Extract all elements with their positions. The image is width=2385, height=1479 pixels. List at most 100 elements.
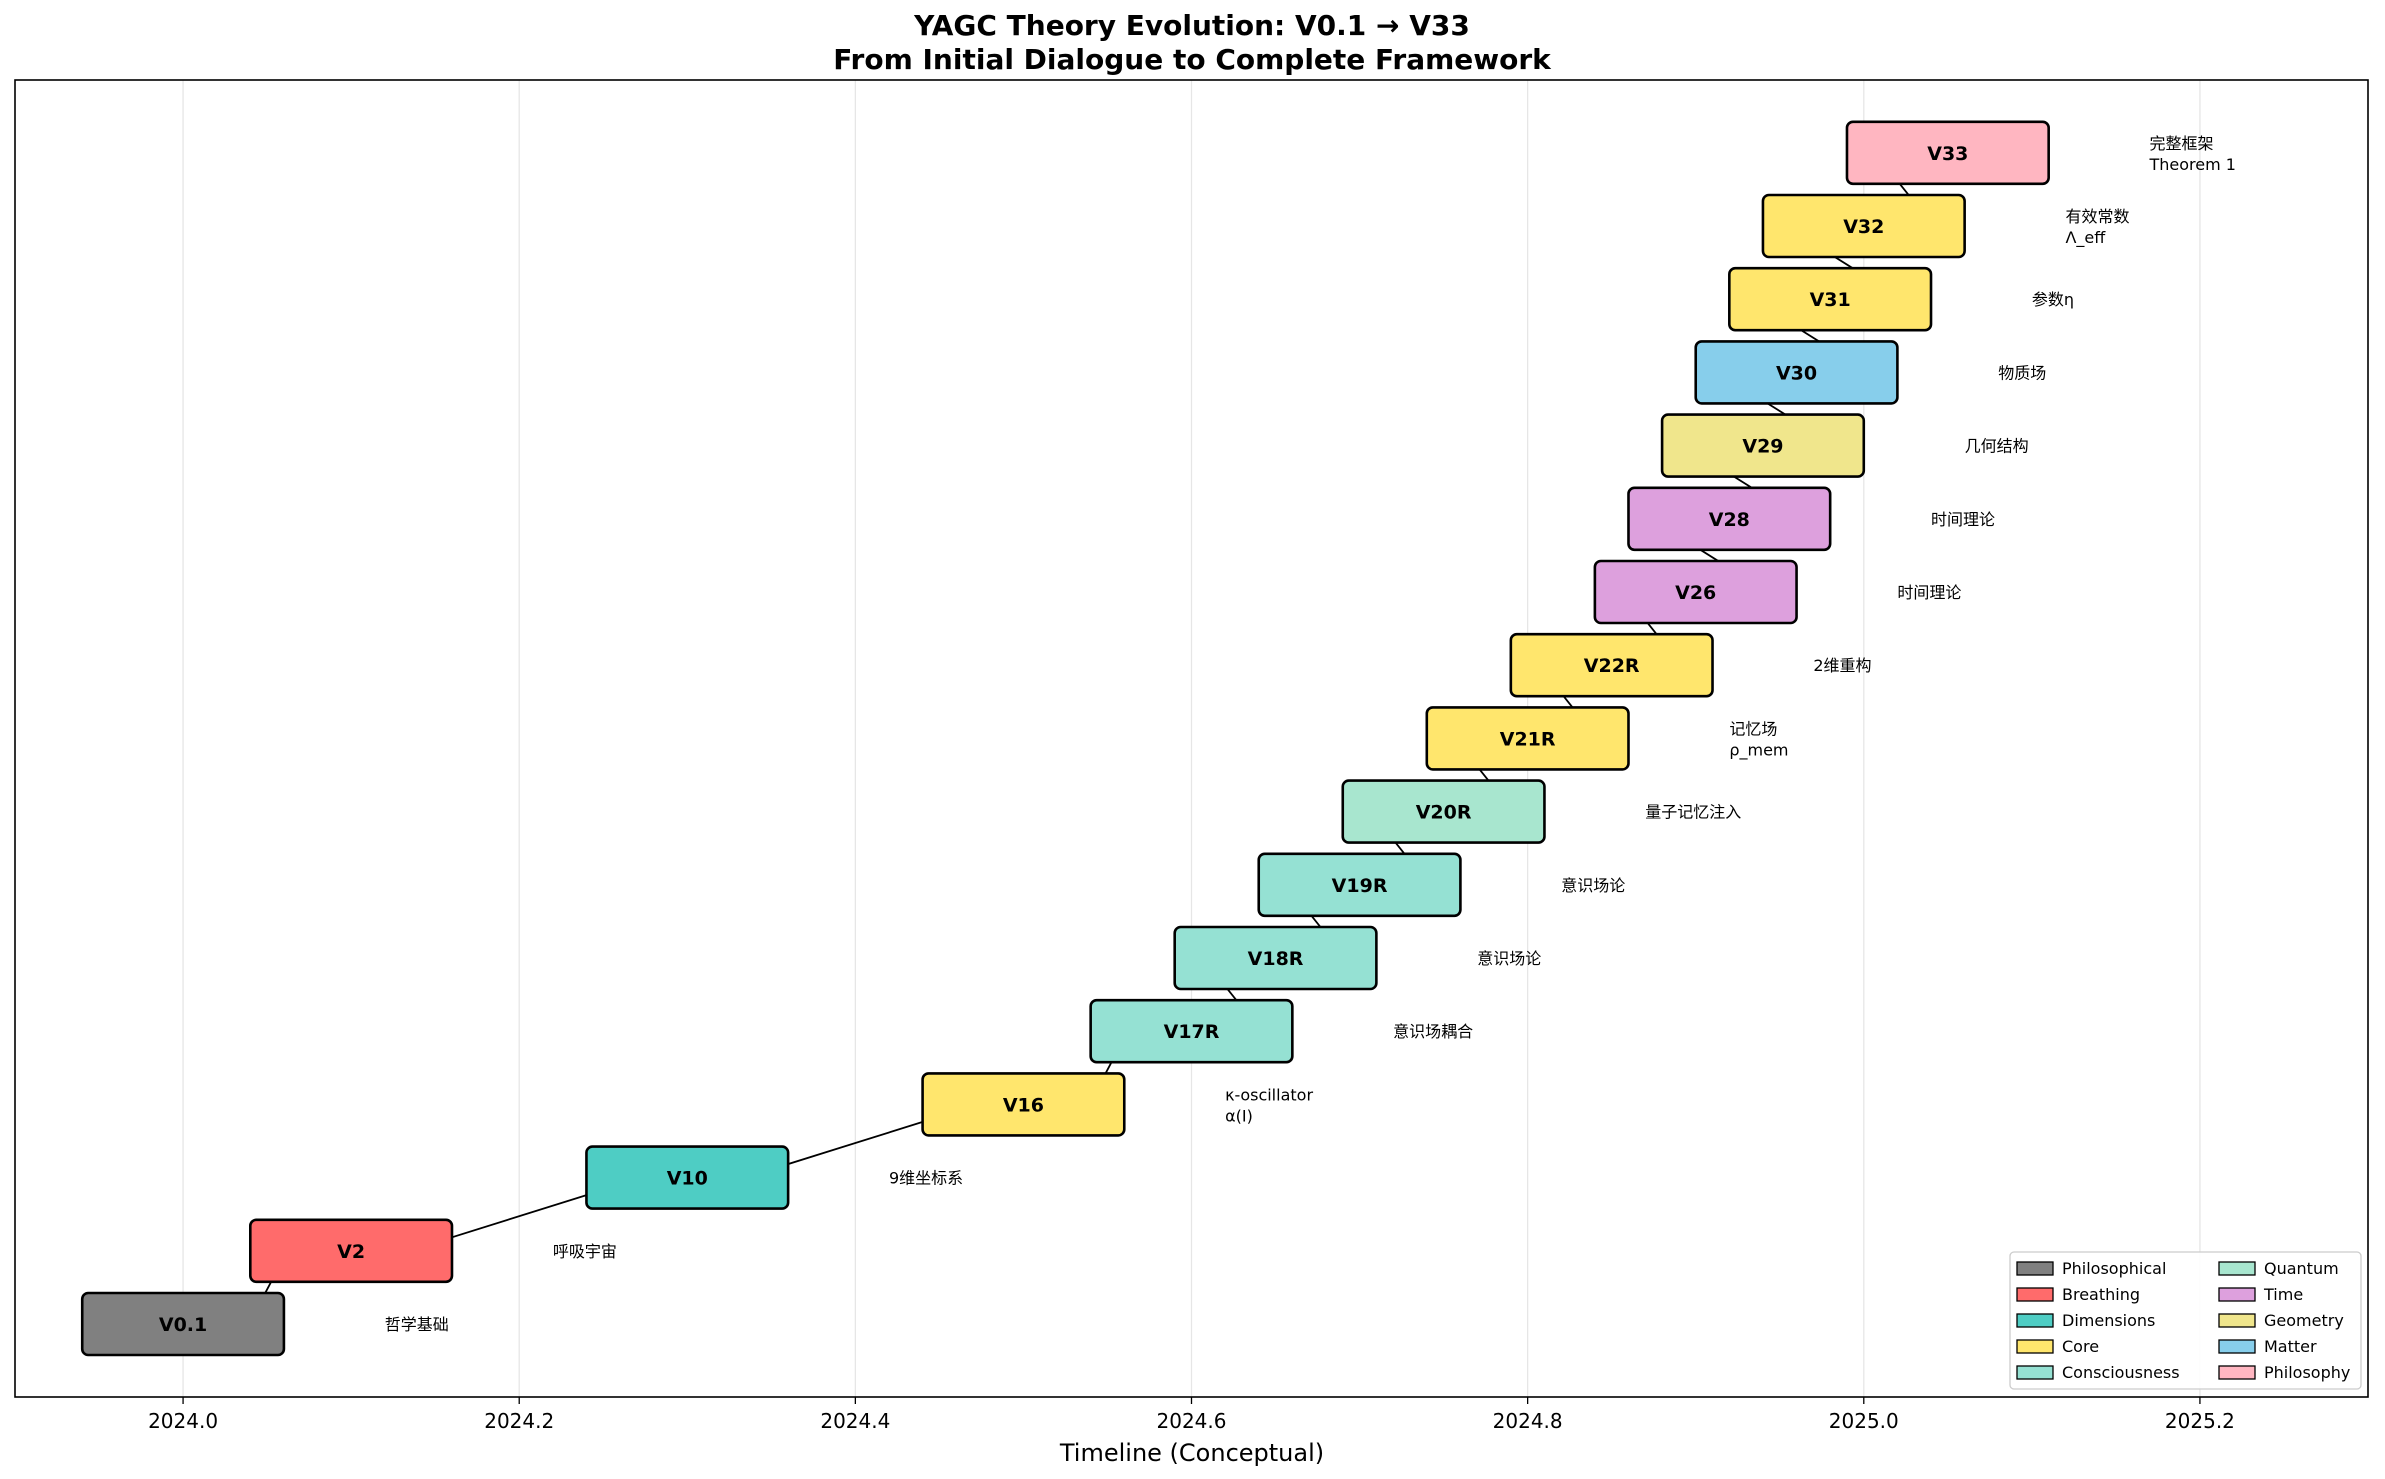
- version-note: 有效常数 Λ_eff: [2065, 207, 2129, 248]
- version-note: 物质场: [1998, 363, 2046, 382]
- version-label: V28: [1709, 509, 1750, 531]
- version-note-line: 时间理论: [1897, 583, 1961, 602]
- chart-subtitle: From Initial Dialogue to Complete Framew…: [833, 43, 1552, 76]
- x-tick-label: 2024.2: [484, 1409, 554, 1433]
- legend-item: Time: [2218, 1285, 2303, 1304]
- legend-label: Consciousness: [2062, 1363, 2180, 1382]
- version-label: V19R: [1332, 875, 1388, 897]
- legend-label: Dimensions: [2062, 1311, 2155, 1330]
- version-label: V20R: [1416, 802, 1472, 824]
- version-note: 时间理论: [1931, 510, 1995, 529]
- legend-swatch: [2016, 1313, 2054, 1328]
- version-node: V19R: [1257, 852, 1462, 918]
- legend-label: Philosophy: [2264, 1363, 2350, 1382]
- legend-label: Time: [2263, 1285, 2303, 1304]
- version-box: [1593, 559, 1798, 625]
- version-label: V21R: [1500, 728, 1556, 750]
- legend-swatch: [2218, 1339, 2256, 1354]
- version-note: 9维坐标系: [889, 1169, 963, 1188]
- legend-item: Geometry: [2218, 1311, 2344, 1330]
- legend-item: Consciousness: [2016, 1363, 2180, 1382]
- version-node: V22R: [1509, 632, 1714, 698]
- version-label: V18R: [1248, 948, 1304, 970]
- version-label: V2: [337, 1241, 365, 1263]
- version-node: V0.1: [80, 1291, 286, 1357]
- version-node: V21R: [1425, 706, 1630, 771]
- legend-swatch: [2016, 1339, 2054, 1354]
- version-note: 意识场论: [1477, 949, 1541, 968]
- legend-swatch: [2218, 1261, 2256, 1276]
- version-label: V33: [1927, 143, 1968, 165]
- legend-swatch: [2218, 1287, 2256, 1302]
- version-node: V20R: [1341, 779, 1546, 844]
- version-box: [1694, 340, 1899, 405]
- version-label: V22R: [1584, 655, 1640, 677]
- version-label: V29: [1742, 436, 1783, 458]
- legend-item: Breathing: [2016, 1285, 2140, 1304]
- version-note: 参数η: [2032, 290, 2074, 309]
- progression-arrows: [249, 160, 1932, 1322]
- legend-item: Matter: [2218, 1337, 2317, 1356]
- version-note-line: 呼吸宇宙: [553, 1242, 617, 1261]
- legend-item: Dimensions: [2016, 1311, 2155, 1330]
- legend-item: Core: [2016, 1337, 2099, 1356]
- legend-swatch: [2218, 1313, 2256, 1328]
- version-node: V31: [1728, 266, 1933, 332]
- version-note: 2维重构: [1813, 656, 1871, 675]
- legend-label: Core: [2062, 1337, 2099, 1356]
- x-tick-label: 2024.4: [820, 1409, 890, 1433]
- version-node: V18R: [1173, 925, 1378, 991]
- version-note-line: 意识场论: [1477, 949, 1541, 968]
- version-note-line: 2维重构: [1813, 656, 1871, 675]
- legend-frame: [2009, 1251, 2362, 1390]
- version-note-line: 参数η: [2032, 290, 2074, 309]
- legend-item: Philosophical: [2016, 1259, 2166, 1278]
- version-box: [1425, 706, 1630, 771]
- version-note-line: 时间理论: [1931, 510, 1995, 529]
- legend-label: Breathing: [2062, 1285, 2140, 1304]
- version-node: V26: [1593, 559, 1798, 625]
- version-note-line: 几何结构: [1965, 437, 2029, 456]
- legend-label: Philosophical: [2062, 1259, 2166, 1278]
- version-note-line: 意识场论: [1561, 876, 1625, 895]
- version-node: V16: [921, 1072, 1126, 1137]
- version-label: V10: [667, 1168, 708, 1190]
- version-note: 记忆场 ρ_mem: [1729, 719, 1788, 760]
- version-node: V29: [1660, 413, 1866, 478]
- version-label: V31: [1810, 289, 1851, 311]
- x-tick-label: 2024.6: [1157, 1409, 1227, 1433]
- version-box: [1627, 486, 1832, 552]
- version-box: [1173, 925, 1378, 991]
- version-note: 哲学基础: [385, 1315, 449, 1334]
- version-box: [1845, 120, 2050, 186]
- version-note: 几何结构: [1965, 437, 2029, 456]
- version-node: V33: [1845, 120, 2050, 186]
- legend-swatch: [2016, 1365, 2054, 1380]
- version-note-line: 有效常数: [2065, 207, 2129, 226]
- x-tick-label: 2024.0: [148, 1409, 218, 1433]
- version-box: [1257, 852, 1462, 918]
- version-note: 呼吸宇宙: [553, 1242, 617, 1261]
- version-label: V0.1: [159, 1314, 207, 1336]
- version-box: [921, 1072, 1126, 1137]
- legend-swatch: [2016, 1261, 2054, 1276]
- legend-label: Quantum: [2264, 1259, 2339, 1278]
- version-box: [80, 1291, 286, 1357]
- version-box: [1761, 193, 1966, 259]
- version-box: [1509, 632, 1714, 698]
- x-axis-ticks: 2024.0 2024.2 2024.4 2024.6 2024.8 2025.0 2025…: [148, 1397, 2235, 1433]
- version-box: [1341, 779, 1546, 844]
- version-note: 时间理论: [1897, 583, 1961, 602]
- version-box: [1660, 413, 1866, 478]
- version-node: V32: [1761, 193, 1966, 259]
- version-note-line: 记忆场: [1729, 719, 1777, 738]
- x-tick-label: 2025.2: [2165, 1409, 2235, 1433]
- version-note-line: 量子记忆注入: [1645, 803, 1741, 822]
- version-note: 完整框架 Theorem 1: [2149, 134, 2236, 174]
- version-node: V28: [1627, 486, 1832, 552]
- version-note-line: 意识场耦合: [1393, 1022, 1473, 1041]
- version-label: V32: [1843, 216, 1884, 238]
- version-label: V16: [1003, 1094, 1044, 1116]
